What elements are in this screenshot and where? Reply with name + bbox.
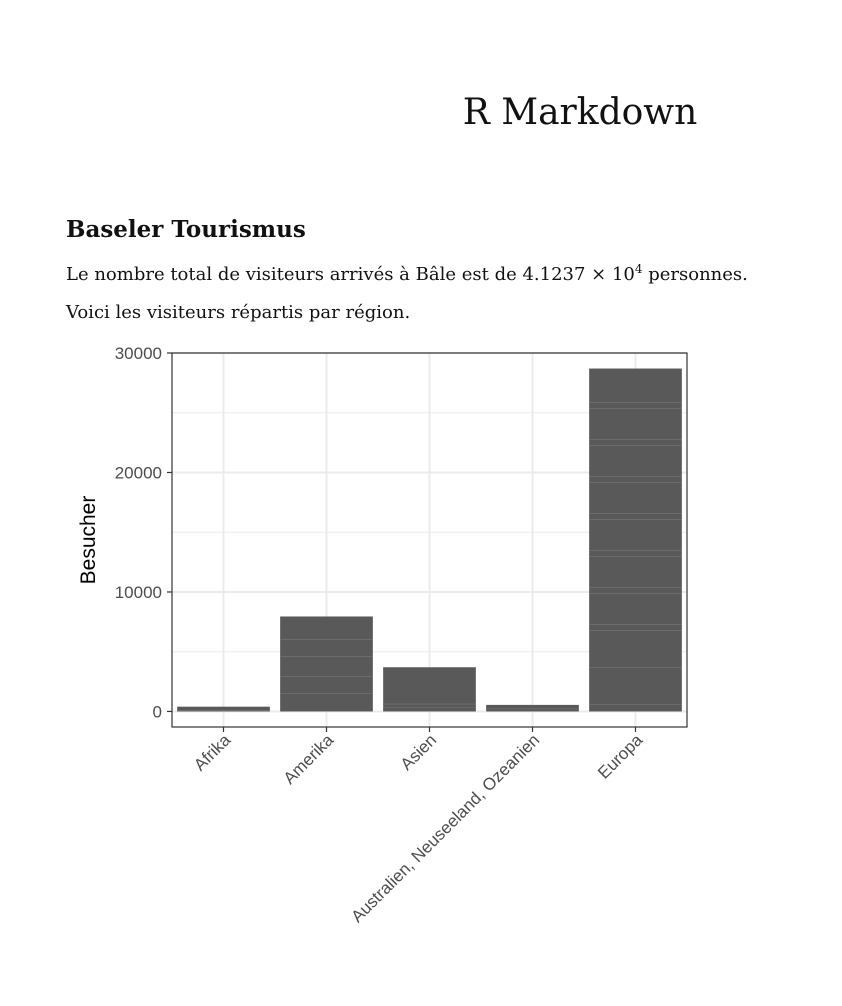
x-tick-label: Afrika — [190, 730, 235, 775]
y-tick-label: 10000 — [115, 583, 162, 602]
bar-4 — [589, 368, 682, 712]
y-axis-label: Besucher — [77, 496, 100, 585]
paragraph-by-region: Voici les visiteurs répartis par région. — [66, 302, 411, 323]
y-tick-label: 20000 — [115, 463, 162, 482]
bar-2 — [383, 667, 476, 712]
x-tick-label: Amerika — [280, 730, 338, 788]
bar-1 — [280, 616, 373, 712]
paragraph-total-visitors: Le nombre total de visiteurs arrivés à B… — [66, 262, 748, 285]
x-tick-label: Asien — [397, 730, 441, 774]
y-tick-label: 30000 — [115, 344, 162, 363]
paragraph-exponent: 4 — [634, 262, 643, 276]
paragraph-text-before: Le nombre total de visiteurs arrivés à B… — [66, 264, 635, 285]
document-title: R Markdown — [462, 92, 698, 133]
bar-0 — [177, 706, 270, 712]
y-tick-label: 0 — [153, 702, 162, 721]
x-tick-label: Australien, Neuseeland, Ozeanien — [347, 730, 543, 926]
bar-3 — [486, 704, 579, 712]
paragraph-text-after: personnes. — [642, 264, 748, 285]
x-tick-label: Europa — [594, 730, 647, 783]
section-heading: Baseler Tourismus — [66, 216, 306, 243]
